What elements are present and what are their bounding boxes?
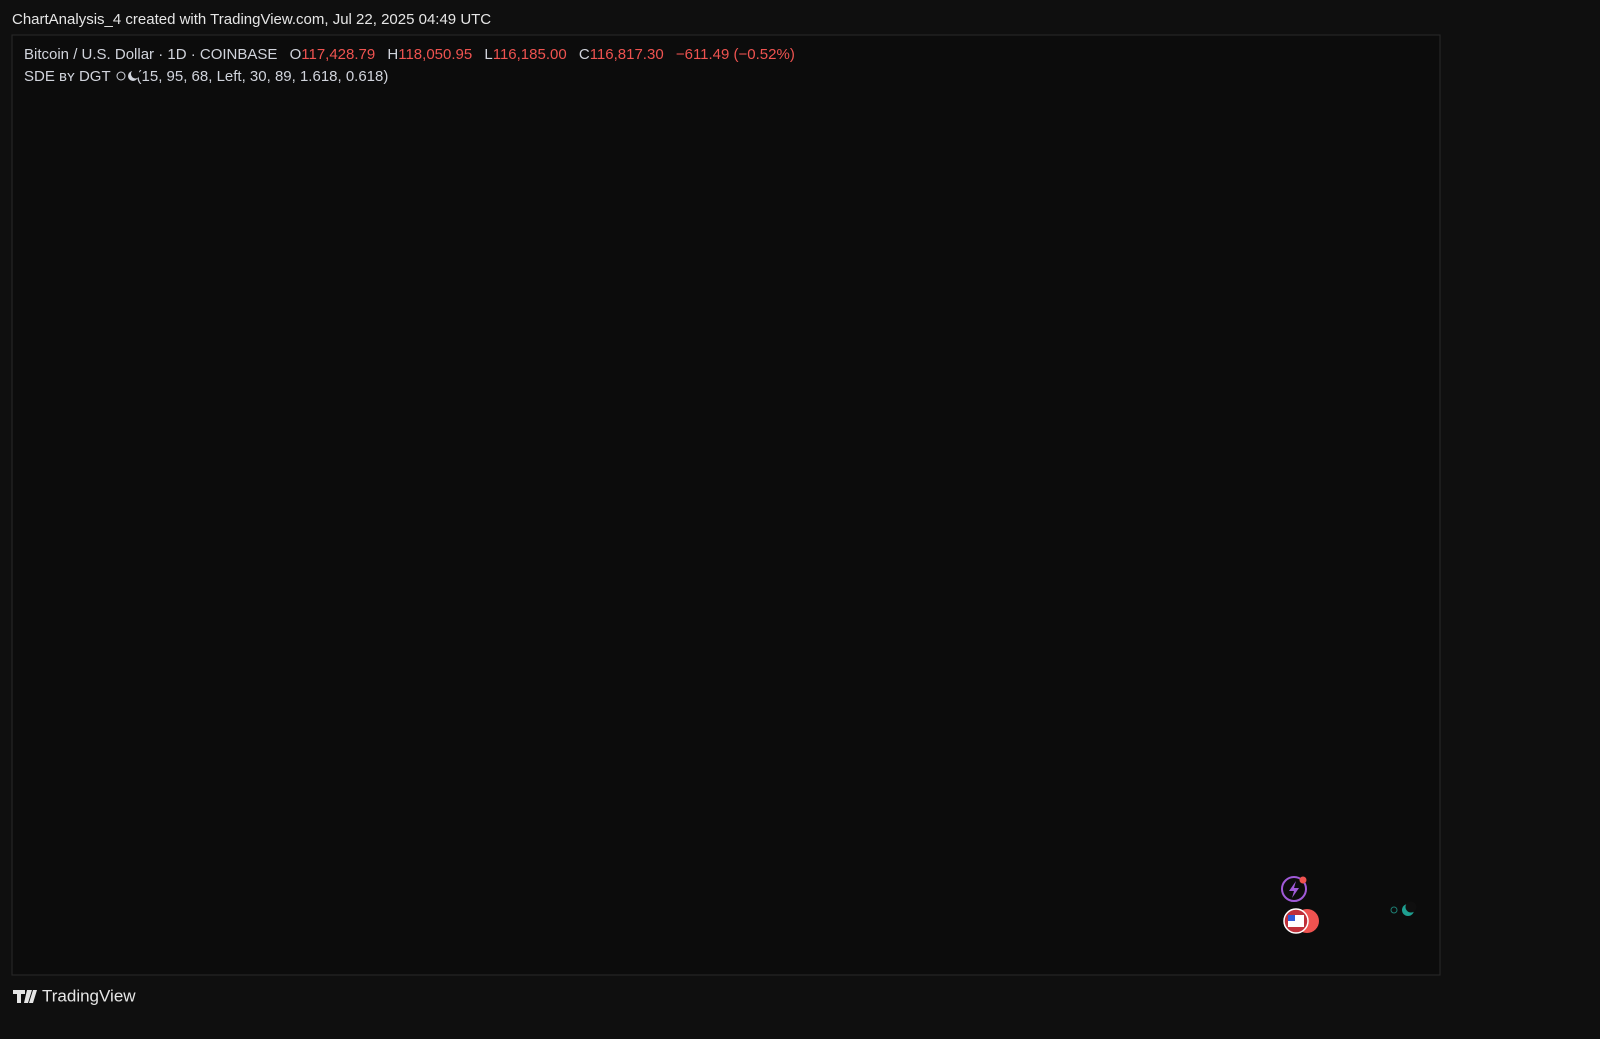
ohlc-key: H (387, 46, 398, 63)
ohlc-value: 116,817.30 (590, 46, 664, 63)
indicator-line: SDE ʙʏ DGT (15, 95, 68, Left, 30, 89, 1.… (24, 68, 388, 85)
change: −611.49 (−0.52%) (676, 46, 795, 63)
ohlc-value: 116,185.00 (493, 46, 567, 63)
ohlc-key: C (579, 46, 590, 63)
session-icon (1390, 901, 1417, 916)
legend-line: Bitcoin / U.S. Dollar · 1D · COINBASE O1… (24, 46, 795, 63)
ohlc-key: O (290, 46, 302, 63)
header-title: ChartAnalysis_4 created with TradingView… (12, 11, 491, 28)
event-icons (1281, 876, 1319, 934)
brand: TradingView (42, 986, 136, 1005)
brand-logo (13, 990, 37, 1003)
ohlc-key: L (484, 46, 492, 63)
ohlc-value: 118,050.95 (398, 46, 472, 63)
indicator-params: (15, 95, 68, Left, 30, 89, 1.618, 0.618) (137, 68, 389, 85)
indicator-name: SDE ʙʏ DGT (24, 68, 110, 85)
ohlc-value: 117,428.79 (301, 46, 375, 63)
symbol: Bitcoin / U.S. Dollar · 1D · COINBASE (24, 46, 277, 63)
plot-area (11, 34, 1441, 976)
indicator-icon (116, 69, 140, 81)
